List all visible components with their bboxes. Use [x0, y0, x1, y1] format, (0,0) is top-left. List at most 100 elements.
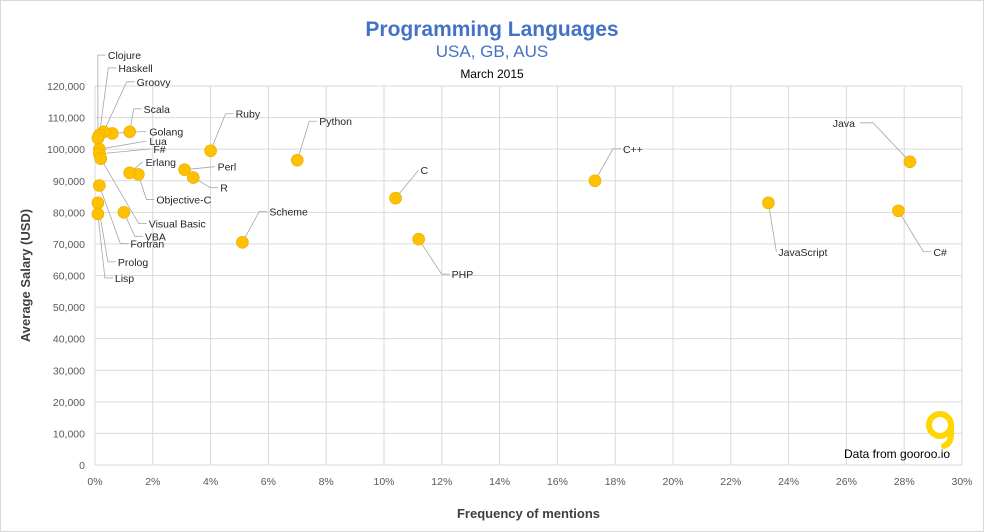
- gooroo-logo: [926, 411, 954, 449]
- data-label: C: [421, 165, 429, 177]
- chart-date: March 2015: [460, 67, 524, 81]
- data-label: Prolog: [118, 257, 149, 269]
- leader-line: [100, 158, 147, 225]
- y-tick-label: 90,000: [53, 176, 85, 188]
- data-label: R: [220, 183, 228, 195]
- y-tick-label: 10,000: [53, 428, 85, 440]
- leader-line: [859, 122, 911, 163]
- y-tick-label: 20,000: [53, 397, 85, 409]
- x-axis-title: Frequency of mentions: [457, 506, 600, 521]
- leader-line: [193, 177, 219, 188]
- y-tick-label: 30,000: [53, 365, 85, 377]
- x-tick-label: 10%: [373, 476, 394, 488]
- x-tick-label: 0%: [87, 476, 102, 488]
- data-point: [91, 131, 105, 145]
- leader-line: [296, 120, 318, 161]
- leader-line: [129, 108, 142, 132]
- y-tick-label: 120,000: [47, 81, 85, 93]
- data-label: JavaScript: [778, 247, 827, 259]
- data-label: Python: [319, 116, 352, 128]
- data-point: [91, 196, 105, 210]
- x-tick-label: 22%: [720, 476, 741, 488]
- leader-line: [97, 202, 116, 263]
- leader-line: [137, 174, 155, 200]
- data-label: Perl: [218, 162, 237, 174]
- data-label: Lua: [149, 136, 167, 148]
- chart-title: Programming Languages: [365, 18, 619, 41]
- data-label: Scala: [144, 104, 170, 116]
- x-tick-label: 16%: [547, 476, 568, 488]
- y-tick-label: 60,000: [53, 271, 85, 283]
- data-label: Objective-C: [156, 194, 211, 206]
- leader-line: [97, 213, 113, 279]
- data-point: [178, 163, 191, 176]
- data-label: Ruby: [236, 109, 261, 121]
- x-tick-label: 4%: [203, 476, 218, 488]
- y-tick-label: 50,000: [53, 302, 85, 314]
- data-point: [91, 207, 105, 221]
- leader-line: [99, 140, 147, 150]
- leader-line: [99, 148, 151, 155]
- y-tick-label: 80,000: [53, 207, 85, 219]
- data-point: [892, 204, 905, 218]
- x-tick-label: 8%: [319, 476, 334, 488]
- data-point: [412, 232, 425, 246]
- y-tick-label: 40,000: [53, 334, 85, 346]
- x-tick-label: 26%: [836, 476, 857, 488]
- x-tick-label: 18%: [605, 476, 626, 488]
- leader-line: [98, 185, 129, 244]
- leader-line: [103, 81, 135, 132]
- y-tick-label: 70,000: [53, 239, 85, 251]
- data-point: [94, 152, 108, 165]
- x-tick-label: 20%: [662, 476, 683, 488]
- data-label: Lisp: [115, 273, 134, 285]
- data-point: [762, 196, 775, 210]
- leader-line: [97, 54, 106, 139]
- data-label: Java: [833, 118, 855, 130]
- leader-line: [898, 210, 932, 253]
- data-point: [903, 155, 917, 169]
- x-tick-label: 24%: [778, 476, 799, 488]
- data-label: VBA: [145, 231, 166, 243]
- y-tick-label: 0: [79, 460, 85, 472]
- data-label: Visual Basic: [149, 219, 206, 231]
- data-point: [93, 179, 106, 192]
- data-point: [117, 206, 131, 219]
- data-label: Golang: [149, 126, 183, 138]
- x-tick-label: 14%: [489, 476, 510, 488]
- chart-subtitle: USA, GB, AUS: [435, 42, 549, 61]
- leader-line: [98, 67, 117, 136]
- data-label: C#: [933, 247, 947, 259]
- leader-line: [210, 113, 234, 151]
- data-label: Haskell: [118, 63, 152, 75]
- data-label: Erlang: [146, 157, 177, 169]
- y-tick-label: 110,000: [48, 113, 85, 125]
- data-point: [123, 166, 136, 180]
- data-point: [290, 153, 304, 167]
- data-label: C++: [623, 144, 643, 156]
- leader-line: [767, 202, 777, 252]
- x-tick-label: 2%: [145, 476, 160, 488]
- data-point: [236, 236, 249, 249]
- y-tick-label: 100,000: [47, 144, 85, 156]
- x-tick-label: 28%: [894, 476, 915, 488]
- x-tick-label: 12%: [431, 476, 452, 488]
- x-tick-label: 30%: [951, 476, 972, 488]
- data-label: Clojure: [108, 50, 141, 62]
- data-point: [204, 144, 217, 158]
- data-point: [389, 191, 402, 205]
- data-label: Groovy: [137, 77, 172, 89]
- leader-line: [123, 212, 143, 237]
- x-tick-label: 6%: [261, 476, 276, 488]
- data-label: Fortran: [130, 238, 164, 250]
- leader-line: [242, 210, 268, 243]
- credit-text: Data from gooroo.io: [844, 447, 951, 461]
- y-axis-title: Average Salary (USD): [18, 209, 33, 342]
- data-label: Scheme: [269, 206, 308, 218]
- data-label: PHP: [452, 269, 474, 281]
- data-point: [123, 125, 136, 139]
- leader-line: [418, 238, 450, 275]
- leader-line: [594, 148, 621, 181]
- data-point: [588, 174, 602, 188]
